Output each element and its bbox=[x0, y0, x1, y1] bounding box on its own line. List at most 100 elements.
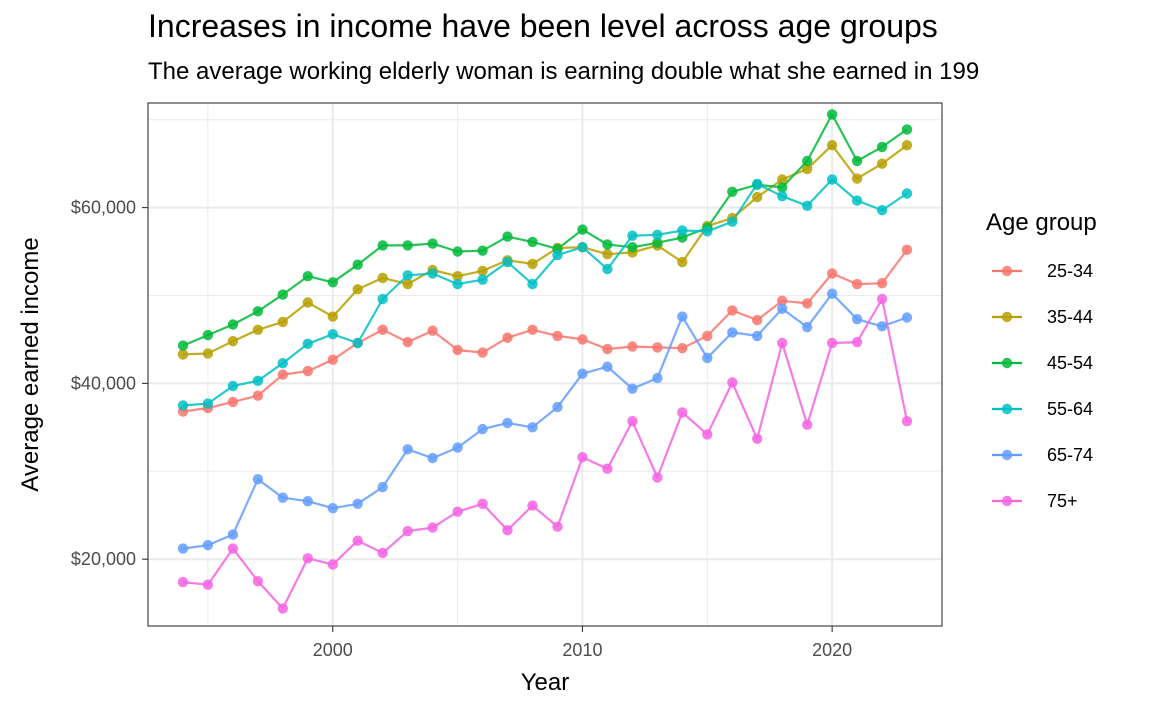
data-point-55-64 bbox=[177, 400, 189, 411]
data-point-55-64 bbox=[277, 358, 288, 369]
data-point-65-74 bbox=[327, 503, 338, 514]
series-line-75+ bbox=[182, 297, 909, 610]
data-point-25-34 bbox=[402, 336, 413, 348]
legend-item-65-74: 65-74 bbox=[992, 445, 1093, 465]
data-point-25-34 bbox=[477, 347, 488, 358]
legend-item-75+: 75+ bbox=[992, 491, 1078, 511]
data-point-55-64 bbox=[851, 195, 863, 206]
data-point-35-44 bbox=[277, 316, 288, 328]
data-point-55-64 bbox=[502, 256, 513, 268]
x-axis-title: Year bbox=[521, 669, 570, 696]
data-point-75+ bbox=[427, 522, 438, 533]
data-point-65-74 bbox=[527, 422, 538, 433]
data-point-65-74 bbox=[901, 312, 913, 323]
data-point-65-74 bbox=[452, 442, 463, 453]
data-point-75+ bbox=[327, 559, 338, 570]
data-point-55-64 bbox=[802, 200, 813, 211]
data-point-35-44 bbox=[677, 256, 688, 268]
data-point-75+ bbox=[777, 337, 788, 349]
data-point-65-74 bbox=[876, 321, 888, 332]
data-point-45-54 bbox=[452, 246, 463, 257]
legend-key-point bbox=[1001, 449, 1013, 461]
legend-item-45-54: 45-54 bbox=[992, 353, 1093, 373]
data-point-55-64 bbox=[477, 274, 488, 285]
series-lines bbox=[182, 113, 909, 610]
data-point-65-74 bbox=[677, 311, 688, 322]
data-point-35-44 bbox=[901, 140, 913, 151]
series-line-55-64 bbox=[182, 178, 908, 407]
data-point-55-64 bbox=[552, 249, 563, 261]
data-point-45-54 bbox=[477, 245, 488, 256]
y-axis-title: Average earned income bbox=[17, 237, 44, 491]
data-point-25-34 bbox=[702, 330, 713, 342]
series-line-25-34 bbox=[182, 249, 908, 413]
data-point-35-44 bbox=[252, 324, 264, 335]
data-point-75+ bbox=[901, 416, 913, 427]
legend-key-point bbox=[1001, 311, 1013, 323]
data-point-45-54 bbox=[277, 289, 288, 300]
data-point-45-54 bbox=[327, 277, 338, 288]
data-point-55-64 bbox=[602, 263, 613, 275]
data-point-25-34 bbox=[851, 278, 863, 290]
data-point-25-34 bbox=[452, 344, 463, 356]
data-point-25-34 bbox=[876, 278, 888, 289]
data-point-75+ bbox=[377, 547, 388, 559]
data-point-55-64 bbox=[352, 337, 363, 349]
legend-key-point bbox=[1001, 403, 1013, 415]
data-point-25-34 bbox=[602, 343, 613, 355]
data-point-35-44 bbox=[177, 349, 189, 360]
data-point-25-34 bbox=[427, 325, 438, 336]
data-point-35-44 bbox=[477, 265, 488, 277]
data-point-65-74 bbox=[802, 321, 813, 333]
data-point-75+ bbox=[627, 416, 638, 427]
data-point-45-54 bbox=[527, 236, 538, 248]
legend-label: 75+ bbox=[1047, 491, 1078, 511]
data-point-75+ bbox=[252, 576, 264, 587]
data-point-55-64 bbox=[727, 216, 738, 227]
data-point-55-64 bbox=[527, 278, 538, 290]
data-point-75+ bbox=[727, 377, 738, 388]
data-point-35-44 bbox=[202, 348, 214, 359]
data-point-65-74 bbox=[826, 288, 838, 299]
data-point-55-64 bbox=[577, 242, 588, 253]
data-point-65-74 bbox=[627, 383, 638, 394]
data-point-35-44 bbox=[377, 272, 388, 284]
data-point-35-44 bbox=[352, 284, 363, 295]
legend-label: 25-34 bbox=[1047, 261, 1093, 281]
data-point-45-54 bbox=[402, 240, 413, 251]
data-point-75+ bbox=[677, 407, 688, 418]
data-point-35-44 bbox=[452, 271, 463, 282]
data-point-65-74 bbox=[727, 327, 738, 338]
data-point-65-74 bbox=[777, 303, 788, 314]
data-point-25-34 bbox=[901, 244, 913, 255]
data-point-75+ bbox=[402, 525, 413, 537]
data-point-55-64 bbox=[702, 226, 713, 237]
data-point-25-34 bbox=[802, 298, 813, 309]
data-point-45-54 bbox=[851, 155, 863, 167]
data-point-35-44 bbox=[302, 297, 313, 308]
data-point-25-34 bbox=[577, 334, 588, 345]
data-point-75+ bbox=[502, 525, 513, 536]
data-point-45-54 bbox=[252, 306, 264, 317]
data-point-45-54 bbox=[627, 242, 638, 253]
legend-label: 35-44 bbox=[1047, 307, 1093, 327]
y-tick-label: $60,000 bbox=[71, 198, 136, 218]
data-point-45-54 bbox=[876, 141, 888, 153]
data-point-65-74 bbox=[427, 452, 438, 464]
data-point-75+ bbox=[876, 293, 888, 305]
data-point-55-64 bbox=[752, 178, 763, 190]
data-point-45-54 bbox=[502, 231, 513, 242]
data-point-75+ bbox=[352, 535, 363, 546]
legend-item-25-34: 25-34 bbox=[992, 261, 1093, 281]
data-point-45-54 bbox=[227, 319, 239, 330]
data-point-55-64 bbox=[901, 188, 913, 199]
data-point-25-34 bbox=[277, 369, 288, 380]
data-point-65-74 bbox=[752, 330, 763, 342]
legend-label: 55-64 bbox=[1047, 399, 1093, 419]
data-point-75+ bbox=[826, 337, 838, 349]
x-tick-label: 2010 bbox=[562, 640, 602, 660]
data-point-65-74 bbox=[552, 401, 563, 413]
data-point-75+ bbox=[177, 576, 189, 588]
legend-title: Age group bbox=[986, 209, 1097, 236]
data-point-75+ bbox=[702, 429, 713, 440]
